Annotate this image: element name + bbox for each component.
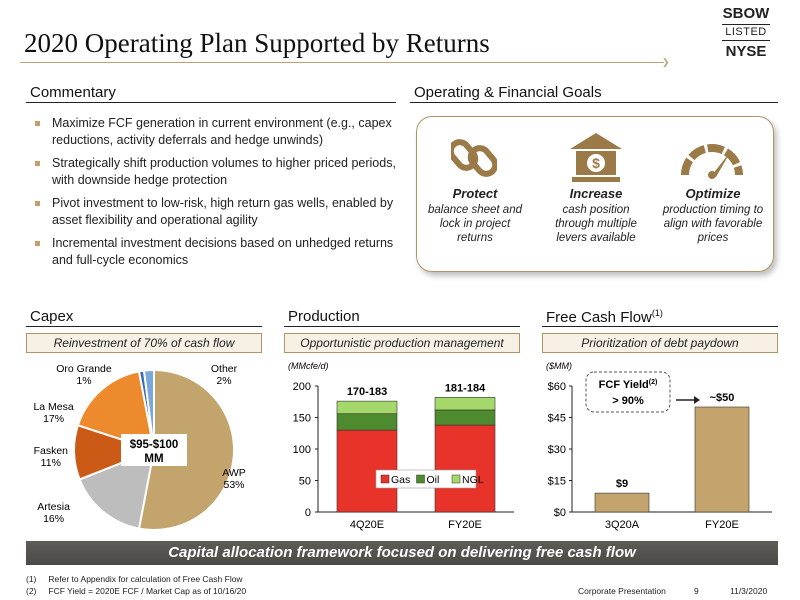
pie-label-other: Other	[211, 363, 238, 375]
title-rule	[20, 62, 664, 63]
goal-protect: Protect balance sheet and lock in projec…	[428, 186, 522, 245]
capex-subheading: Reinvestment of 70% of cash flow	[26, 333, 262, 353]
commentary-bullet: Pivot investment to low-risk, high retur…	[30, 195, 400, 229]
production-total-label: 181-184	[445, 382, 486, 394]
pie-center-label-2: MM	[144, 453, 163, 465]
production-y-tick-label: 150	[293, 413, 311, 425]
pie-value-oro-grande: 1%	[76, 375, 91, 387]
fcf-y-tick-label: $15	[548, 476, 566, 488]
pie-slice-la-mesa	[76, 370, 156, 452]
production-chart: (MMcfe/d) 0 50 100 150 200 4Q20E FY20E 170-183…	[288, 361, 514, 531]
commentary-list: Maximize FCF generation in current envir…	[30, 115, 400, 275]
page-title: 2020 Operating Plan Supported by Returns	[24, 28, 490, 58]
pie-value-artesia: 16%	[43, 513, 64, 525]
production-bar-gas-fy20e	[434, 424, 496, 513]
production-x-tick-label: FY20E	[448, 519, 482, 531]
goal-optimize: Optimize production timing to align with…	[662, 186, 764, 245]
capex-rule	[26, 326, 262, 327]
production-legend	[375, 469, 477, 489]
nyse-logo: SBOW LISTED NYSE	[722, 5, 770, 60]
chain-link-icon	[451, 139, 497, 177]
pie-slice-artesia	[78, 448, 156, 530]
fcf-y-tick-label: $45	[548, 413, 566, 425]
production-total-label: 170-183	[347, 386, 387, 398]
production-legend-swatch	[451, 474, 461, 484]
commentary-bullet: Strategically shift production volumes t…	[30, 155, 400, 189]
footer-date: 11/3/2020	[730, 586, 768, 596]
commentary-bullet: Maximize FCF generation in current envir…	[30, 115, 400, 149]
pie-label-artesia: Artesia	[37, 501, 70, 513]
fcf-y-tick-label: $30	[548, 444, 566, 456]
fcf-callout-arrowhead	[694, 396, 700, 404]
goals-heading: Operating & Financial Goals	[414, 84, 602, 101]
fcf-bar-3q20a	[594, 492, 650, 513]
production-unit-label: (MMcfe/d)	[288, 361, 329, 371]
fcf-subheading: Prioritization of debt paydown	[542, 333, 778, 353]
pie-value-awp: 53%	[223, 479, 244, 491]
fcf-unit-label: ($MM)	[546, 361, 572, 371]
pie-value-fasken: 11%	[41, 457, 61, 469]
production-y-tick-label: 200	[293, 381, 311, 393]
production-legend-swatch	[380, 474, 390, 484]
goals-box: Protect balance sheet and lock in projec…	[416, 116, 774, 272]
bank-dollar-icon: $	[570, 133, 622, 182]
banner: Capital allocation framework focused on …	[26, 541, 778, 565]
production-bar-ngl-4q20e	[336, 400, 398, 415]
fcf-x-tick-label: 3Q20A	[605, 519, 640, 531]
production-x-tick-label: 4Q20E	[350, 519, 384, 531]
footnote-2: (2) FCF Yield = 2020E FCF / Market Cap as…	[26, 586, 247, 596]
production-heading: Production	[288, 308, 360, 325]
fcf-yield-line1: FCF Yield(2)	[599, 379, 658, 391]
pie-label-fasken: Fasken	[34, 445, 69, 457]
commentary-rule	[26, 102, 396, 103]
pie-value-other: 2%	[216, 375, 231, 387]
title-rule-end: ❯	[662, 57, 670, 67]
svg-text:$: $	[592, 155, 600, 171]
commentary-heading: Commentary	[30, 84, 116, 101]
production-y-tick-label: 100	[293, 444, 311, 456]
production-y-tick-label: 0	[305, 507, 311, 519]
fcf-yield-callout	[585, 371, 671, 413]
footnote-1: (1) Refer to Appendix for calculation of …	[26, 574, 243, 584]
fcf-bar-fy20e	[694, 406, 750, 513]
fcf-rule	[542, 326, 778, 327]
fcf-value-label: ~$50	[710, 392, 735, 404]
production-legend-label: Gas	[391, 474, 410, 486]
pie-center-box	[121, 434, 187, 466]
pie-value-la-mesa: 17%	[43, 413, 64, 425]
fcf-y-tick-label: $60	[548, 381, 566, 393]
fcf-x-tick-label: FY20E	[705, 519, 739, 531]
production-bar-ngl-fy20e	[434, 397, 496, 411]
production-legend-label: Oil	[427, 474, 440, 486]
fcf-yield-line2: > 90%	[612, 395, 644, 407]
production-y-tick-label: 50	[299, 476, 311, 488]
goal-increase: Increase cash position through multiple …	[555, 186, 637, 245]
commentary-bullet: Incremental investment decisions based o…	[30, 235, 400, 269]
production-bar-oil-fy20e	[434, 409, 496, 426]
goals-rule	[410, 102, 778, 103]
pie-slice-other	[142, 368, 155, 451]
fcf-y-tick-label: $0	[554, 507, 566, 519]
production-subheading: Opportunistic production management	[284, 333, 520, 353]
pie-label-oro-grande: Oro Grande	[56, 363, 112, 375]
page-number: 9	[694, 586, 699, 596]
pie-center-label-1: $95-$100	[130, 439, 179, 451]
fcf-chart: ($MM) $0 $15 $30 $45 $60 3Q20A FY20E $9 ~$50 FC…	[546, 361, 772, 531]
footer-label: Corporate Presentation	[578, 586, 666, 596]
pie-label-awp: AWP	[222, 467, 246, 479]
production-legend-label: NGL	[462, 474, 484, 486]
speedometer-icon	[681, 144, 743, 179]
capex-heading: Capex	[30, 308, 74, 325]
pie-label-la-mesa: La Mesa	[33, 401, 73, 413]
production-bar-oil-4q20e	[336, 413, 398, 431]
production-legend-swatch	[416, 474, 425, 484]
fcf-value-label: $9	[616, 478, 628, 490]
production-rule	[284, 326, 520, 327]
fcf-heading: Free Cash Flow(1)	[546, 308, 663, 326]
